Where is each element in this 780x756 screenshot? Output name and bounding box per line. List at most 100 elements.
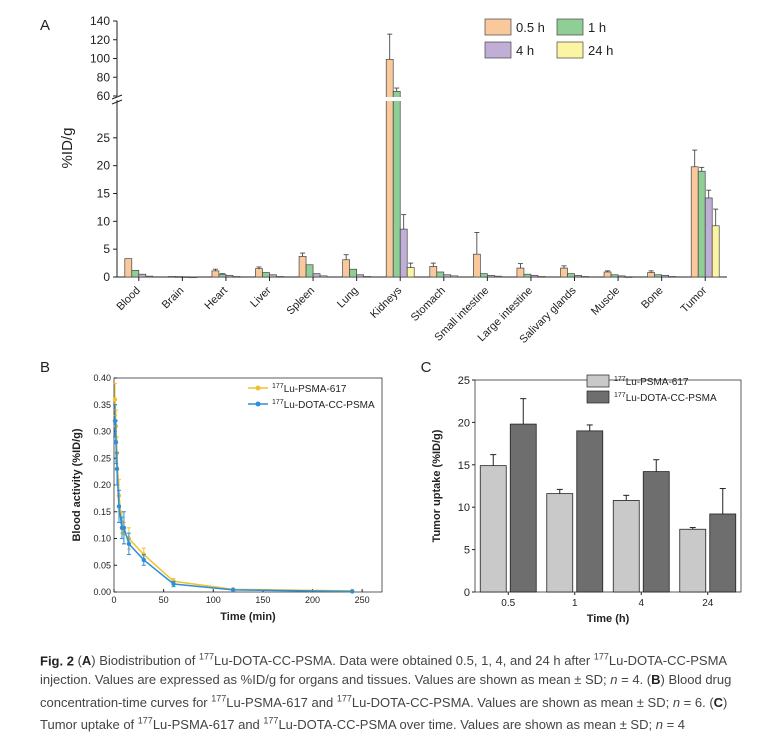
bar-spleen-0: [298, 256, 307, 278]
y-tick-label: 0.00: [93, 587, 111, 597]
bar-muscle-1: [610, 274, 619, 278]
y-tick-label: 10: [97, 214, 111, 228]
bar-brain-0: [168, 276, 176, 278]
caption-segment: n: [655, 716, 663, 732]
caption-segment: ) Biodistribution of: [91, 653, 199, 669]
bar-heart-0: [211, 270, 220, 278]
caption-segment: = 4. (: [617, 672, 652, 688]
caption-segment: Lu-DOTA-CC-PSMA over time. Values are sh…: [278, 716, 656, 732]
y-tick-label: 0.05: [93, 560, 111, 570]
y-tick-label: 100: [90, 52, 110, 66]
caption-segment: 177: [211, 693, 227, 704]
bar-bone-1: [654, 274, 662, 278]
bar-kidneys-1: [392, 90, 401, 278]
bar-salivary-glands-1: [567, 273, 575, 278]
bar-stomach-3: [450, 275, 459, 278]
data-point-0: [112, 397, 118, 402]
caption-segment: ) Blood drug concentration-time curves f…: [40, 672, 732, 710]
legend-label-c-0: 177Lu-PSMA-617: [614, 376, 689, 388]
data-point-1: [171, 581, 176, 587]
bar-0.5-h-1: [509, 423, 537, 593]
bar-heart-2: [225, 274, 234, 278]
bar-blood-0: [124, 258, 133, 278]
bar-spleen-1: [305, 264, 314, 278]
series-line-0: [114, 399, 353, 592]
bar-blood-3: [145, 275, 154, 278]
bar-heart-3: [232, 276, 241, 278]
caption-segment: ) Tumor uptake of: [40, 694, 728, 732]
y-tick-label: 0.10: [93, 534, 111, 544]
x-tick-label-kidneys: Kidneys: [368, 284, 405, 321]
caption-segment: 177: [593, 652, 609, 662]
data-point-1: [113, 440, 119, 445]
caption-segment: C: [713, 694, 724, 710]
y-tick-label: 60: [97, 89, 111, 103]
bar-small-intestine-1: [480, 273, 488, 278]
bar-spleen-2: [312, 273, 321, 278]
caption-segment: Lu-DOTA-CC-PSMA. Values are shown as mea…: [351, 694, 673, 710]
caption-segment: n: [672, 694, 681, 710]
x-tick-label-brain: Brain: [160, 285, 187, 312]
x-tick-label: 0: [111, 595, 116, 605]
caption-segment: n: [610, 672, 618, 688]
bar-1-h-0: [546, 493, 574, 593]
legend-label-1: 177Lu-DOTA-CC-PSMA: [272, 399, 375, 411]
axis-break-mark: [111, 94, 123, 105]
x-tick-label: 200: [305, 595, 320, 605]
bar-muscle-3: [624, 276, 633, 278]
y-tick-label: 0.40: [93, 373, 111, 383]
bar-brain-1: [175, 276, 183, 278]
x-tick-label: 150: [255, 595, 270, 605]
x-tick-label-tumor: Tumor: [679, 284, 710, 315]
figure-caption: Fig. 2 (A) Biodistribution of 177Lu-DOTA…: [40, 648, 760, 734]
x-tick-label: 50: [159, 595, 169, 605]
bar-24-h-1: [709, 513, 737, 593]
data-point-1: [114, 466, 120, 472]
x-axis-label: Time (min): [220, 611, 276, 623]
bar-lung-0: [342, 259, 350, 278]
y-tick-label: 15: [458, 460, 470, 472]
bar-bone-2: [661, 274, 669, 278]
bar-small-intestine-0: [473, 253, 481, 278]
bar-large-intestine-2: [530, 274, 539, 278]
bar-spleen-3: [319, 275, 328, 278]
caption-segment: B: [651, 672, 661, 688]
legend-swatch-c-0: [586, 374, 610, 388]
caption-segment: 177: [137, 715, 153, 726]
bar-salivary-glands-0: [560, 267, 568, 278]
legend-marker-1: [255, 401, 261, 407]
x-tick-label-stomach: Stomach: [409, 285, 448, 324]
bar-lung-2: [356, 274, 364, 278]
legend-swatch-c-1: [586, 390, 610, 404]
legend-marker-0: [255, 385, 261, 391]
y-tick-label: 0: [464, 587, 470, 599]
y-tick-label: 20: [97, 159, 111, 173]
bar-large-intestine-3: [537, 276, 546, 278]
legend-swatch-0: [484, 18, 512, 36]
data-point-1: [121, 525, 127, 530]
bar-large-intestine-1: [523, 273, 532, 278]
x-tick-label-heart: Heart: [203, 285, 231, 313]
caption-fig-label: Fig. 2: [40, 653, 74, 669]
y-tick-label: 120: [90, 33, 110, 47]
legend-label-c-1: 177Lu-DOTA-CC-PSMA: [614, 392, 717, 404]
bar-bone-0: [647, 272, 655, 278]
x-tick-label-blood: Blood: [115, 285, 143, 313]
bar-small-intestine-3: [494, 275, 502, 278]
caption-segment: 177: [263, 715, 279, 726]
y-tick-label: 15: [97, 187, 111, 201]
legend-label-0: 177Lu-PSMA-617: [272, 383, 347, 395]
bar-24-h-0: [679, 528, 707, 593]
panel-label-a: A: [40, 17, 50, 34]
bar-liver-2: [269, 274, 277, 278]
panel-label-b: B: [40, 359, 50, 376]
y-tick-label: 20: [458, 417, 470, 429]
y-tick-label: 25: [458, 375, 470, 387]
bar-salivary-glands-2: [574, 274, 582, 278]
legend-label-2: 4 h: [516, 43, 534, 58]
x-tick-label: 100: [206, 595, 221, 605]
panel-label-c: C: [421, 359, 432, 376]
bar-salivary-glands-3: [581, 276, 589, 278]
y-tick-label: 5: [464, 545, 470, 557]
